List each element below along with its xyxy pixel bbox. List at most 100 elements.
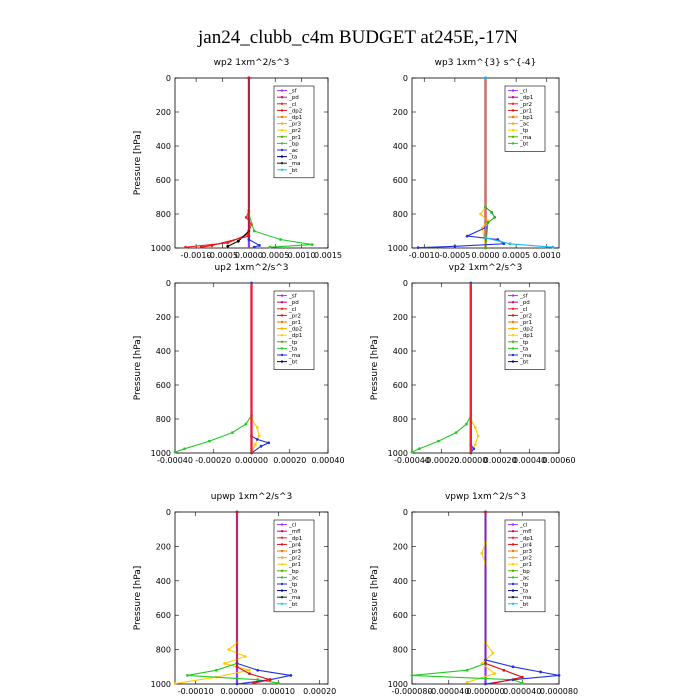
y-tick-label: 200 [393,542,408,551]
legend-entry: _pr3 [288,549,302,555]
x-tick-label: -0.0010 [181,251,212,260]
y-axis-label: Pressure [hPa] [370,566,380,631]
y-axis-label: Pressure [hPa] [133,566,143,631]
legend-marker [511,135,515,138]
y-tick-label: 0 [403,74,408,83]
legend-marker [511,142,515,145]
x-tick-label: 0.0000 [235,251,263,260]
series-point [235,682,239,686]
legend-marker [280,569,284,572]
legend-marker [280,115,284,119]
y-tick-label: 800 [393,646,408,655]
series-point [248,672,251,676]
legend-entry: _bp [288,569,299,575]
series-point [502,242,506,246]
legend-marker [511,596,515,599]
series-line-cl [185,78,253,248]
legend-marker [280,582,284,586]
y-tick-label: 200 [156,542,171,551]
series-point [214,668,218,672]
legend-entry: _ta [288,155,297,161]
legend-entry: _dp1 [519,95,533,101]
legend-entry: _pd [519,300,530,306]
legend-marker [280,556,284,559]
series-point [508,242,512,246]
legend-entry: _dp2 [288,108,302,114]
legend-entry: _dp1 [288,536,302,542]
legend-marker [511,307,515,310]
legend-marker [280,122,284,125]
legend-marker [280,148,284,152]
legend-marker [280,142,284,145]
y-tick-label: 600 [156,176,171,185]
series-point [230,431,234,434]
legend-marker [280,602,284,605]
series-point [410,450,414,454]
series-point [236,239,240,243]
series-point [255,426,259,429]
y-tick-label: 600 [393,611,408,620]
series-point [279,238,282,241]
series-point [244,216,248,219]
legend-marker [280,89,284,92]
legend-marker [511,294,515,297]
y-tick-label: 1000 [388,680,408,689]
series-point [551,245,555,249]
panel-title: vp2 1xm^2/s^3 [449,263,523,273]
legend-marker [511,102,515,106]
y-tick-label: 400 [156,142,171,151]
legend-marker [511,556,515,559]
series-line-ma [484,78,553,248]
series-point [252,229,256,233]
series-point [235,510,239,514]
series-point [539,670,543,674]
legend-marker [280,536,284,539]
series-point [520,675,524,679]
series-line-dp1 [174,283,253,453]
legend-marker [280,168,284,171]
legend-marker [280,360,284,363]
series-point [480,551,484,555]
legend-entry: _pr1 [519,320,532,326]
series-point [484,661,487,665]
legend-entry: _pr4 [288,542,302,548]
x-tick-label: 0.00040 [311,456,344,465]
legend-marker [511,549,515,553]
panel-title: vpwp 1xm^2/s^3 [445,492,526,502]
plot-frame [411,282,560,454]
legend-marker [280,543,284,546]
legend-marker [511,523,515,526]
legend-marker [511,360,515,363]
series-point [210,244,214,247]
y-tick-label: 600 [393,176,408,185]
legend-marker [511,109,515,112]
series-point [256,668,260,672]
legend-entry: _bp [288,141,299,147]
legend-entry: _ma [519,595,531,601]
legend-marker [280,347,284,350]
series-point [268,245,272,249]
legend-entry: _ma [288,595,300,601]
legend-entry: _pd [288,300,299,306]
legend-box [504,290,546,370]
legend-marker [280,102,284,106]
x-tick-label: -0.0005 [439,251,470,260]
legend-marker [511,536,515,539]
x-tick-label: 0.00040 [513,456,546,465]
x-tick-label: 0.000080 [540,687,578,696]
x-tick-label: -0.00020 [423,456,459,465]
series-point [511,665,515,669]
legend-entry: _bt [519,360,529,366]
series-point [479,212,482,216]
y-tick-label: 200 [156,108,171,117]
legend-entry: _pr2 [519,102,532,108]
legend-entry: _tp [519,128,529,134]
y-tick-label: 600 [156,381,171,390]
y-tick-label: 800 [156,646,171,655]
legend-entry: _sf [288,294,298,300]
series-point [484,510,487,514]
y-tick-label: 1000 [151,449,171,458]
legend-entry: _dp2 [288,327,302,333]
legend-marker [511,129,515,132]
